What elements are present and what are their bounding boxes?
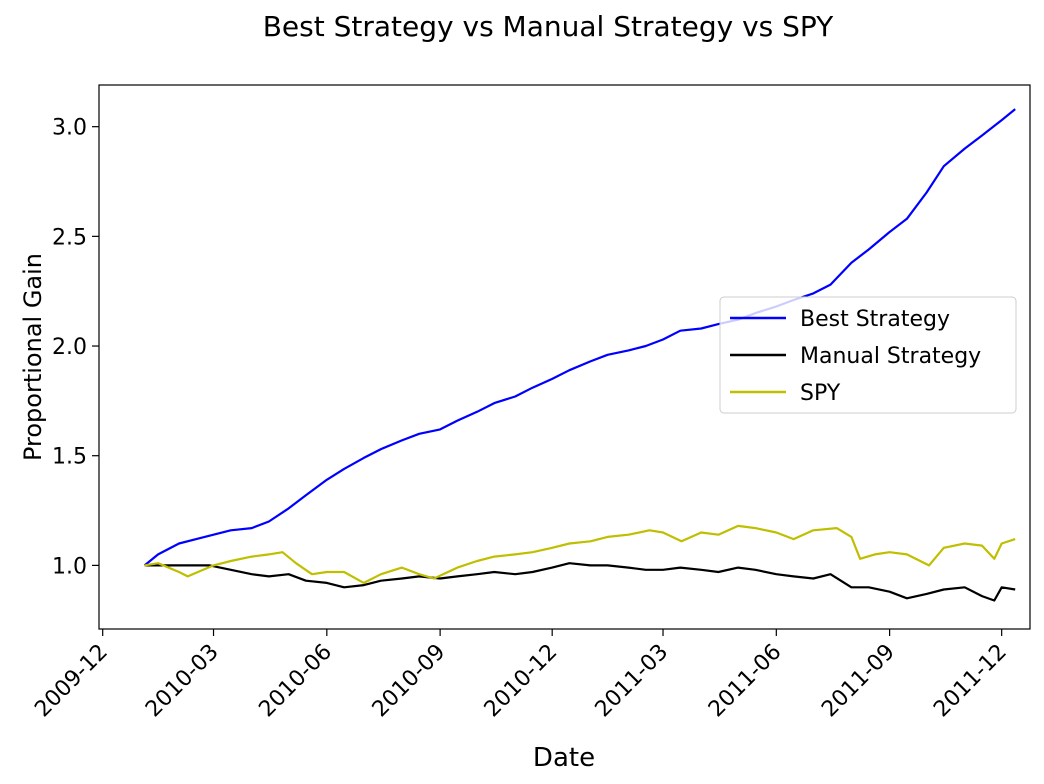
y-tick-label: 2.5 <box>52 225 87 250</box>
x-tick-label: 2009-12 <box>30 640 113 723</box>
x-tick-label: 2011-03 <box>591 640 674 723</box>
x-tick-label: 2010-12 <box>480 640 563 723</box>
x-tick-label: 2011-12 <box>929 640 1012 723</box>
y-axis: 1.0 1.5 2.0 2.5 3.0 <box>52 116 99 579</box>
x-axis: 2009-12 2010-03 2010-06 2010-09 2010-12 2011-… <box>30 629 1012 722</box>
y-tick-label: 3.0 <box>52 116 87 141</box>
legend: Best Strategy Manual Strategy SPY <box>719 296 1017 414</box>
chart-title: Best Strategy vs Manual Strategy vs SPY <box>263 10 834 43</box>
legend-label: SPY <box>800 381 841 406</box>
y-tick-label: 1.5 <box>52 445 87 470</box>
legend-box <box>719 296 1017 414</box>
x-axis-label: Date <box>533 743 595 773</box>
y-tick-label: 2.0 <box>52 335 87 360</box>
x-tick-label: 2011-06 <box>704 640 787 723</box>
series-line-manual-strategy <box>144 562 1016 602</box>
y-tick-label: 1.0 <box>52 554 87 579</box>
y-axis-label: Proportional Gain <box>19 253 47 461</box>
legend-label: Best Strategy <box>800 307 950 332</box>
series-line-best-strategy <box>143 108 1016 567</box>
plot-frame <box>98 84 1031 630</box>
x-tick-label: 2010-06 <box>254 640 337 723</box>
x-tick-label: 2010-03 <box>141 640 224 723</box>
plot-lines <box>143 108 1016 602</box>
x-tick-label: 2010-09 <box>368 640 451 723</box>
series-line-spy <box>144 524 1016 584</box>
legend-label: Manual Strategy <box>800 344 981 369</box>
x-tick-label: 2011-09 <box>817 640 900 723</box>
